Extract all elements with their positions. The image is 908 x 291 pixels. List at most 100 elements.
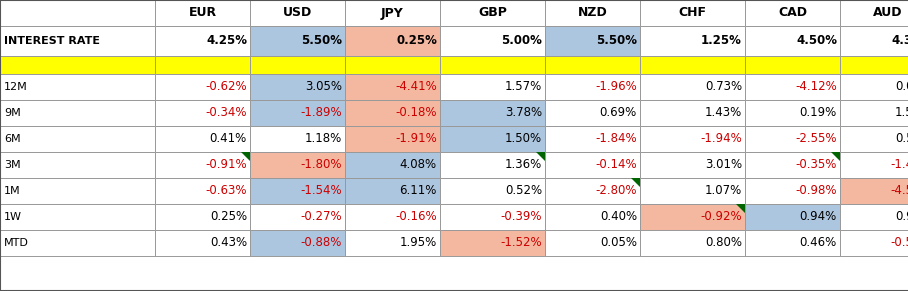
Polygon shape [631, 178, 640, 187]
Text: 0.06%: 0.06% [895, 81, 908, 93]
Text: CAD: CAD [778, 6, 807, 19]
Bar [0, 26, 155, 56]
Bar [250, 152, 345, 178]
Bar [0, 204, 155, 230]
Bar [640, 126, 745, 152]
Text: -1.84%: -1.84% [596, 132, 637, 146]
Bar [345, 178, 440, 204]
Bar [640, 74, 745, 100]
Bar [545, 0, 640, 26]
Bar [345, 56, 440, 74]
Text: -1.94%: -1.94% [700, 132, 742, 146]
Bar [840, 74, 908, 100]
Text: 3.01%: 3.01% [705, 159, 742, 171]
Text: 0.73%: 0.73% [705, 81, 742, 93]
Text: -0.14%: -0.14% [596, 159, 637, 171]
Bar [545, 178, 640, 204]
Bar [345, 204, 440, 230]
Bar [250, 74, 345, 100]
Text: 0.80%: 0.80% [705, 237, 742, 249]
Text: 0.40%: 0.40% [600, 210, 637, 223]
Text: -4.12%: -4.12% [795, 81, 837, 93]
Bar [345, 100, 440, 126]
Bar [440, 230, 545, 256]
Bar [745, 0, 840, 26]
Bar [0, 126, 155, 152]
Bar [745, 56, 840, 74]
Bar [640, 56, 745, 74]
Bar [840, 126, 908, 152]
Text: AUD: AUD [873, 6, 903, 19]
Bar [250, 100, 345, 126]
Text: -0.34%: -0.34% [205, 107, 247, 120]
Text: USD: USD [283, 6, 312, 19]
Bar [440, 26, 545, 56]
Bar [545, 204, 640, 230]
Bar [0, 178, 155, 204]
Bar [640, 178, 745, 204]
Text: 3.78%: 3.78% [505, 107, 542, 120]
Text: -0.35%: -0.35% [795, 159, 837, 171]
Bar [440, 178, 545, 204]
Text: -4.53%: -4.53% [891, 184, 908, 198]
Text: 4.25%: 4.25% [206, 35, 247, 47]
Text: -1.52%: -1.52% [500, 237, 542, 249]
Bar [0, 152, 155, 178]
Text: -0.18%: -0.18% [396, 107, 437, 120]
Text: -0.92%: -0.92% [700, 210, 742, 223]
Text: 0.43%: 0.43% [210, 237, 247, 249]
Bar [345, 126, 440, 152]
Text: -2.80%: -2.80% [596, 184, 637, 198]
Text: MTD: MTD [4, 238, 29, 248]
Text: 4.50%: 4.50% [796, 35, 837, 47]
Bar [840, 56, 908, 74]
Bar [840, 230, 908, 256]
Bar [345, 152, 440, 178]
Bar [345, 26, 440, 56]
Text: CHF: CHF [678, 6, 706, 19]
Bar [250, 230, 345, 256]
Bar [155, 0, 250, 26]
Bar [745, 178, 840, 204]
Text: 0.92%: 0.92% [894, 210, 908, 223]
Bar [250, 204, 345, 230]
Bar [440, 204, 545, 230]
Bar [0, 0, 155, 26]
Text: NZD: NZD [577, 6, 607, 19]
Text: 0.52%: 0.52% [895, 132, 908, 146]
Bar [840, 26, 908, 56]
Bar [640, 0, 745, 26]
Text: -0.88%: -0.88% [301, 237, 342, 249]
Bar [345, 230, 440, 256]
Bar [745, 26, 840, 56]
Bar [640, 230, 745, 256]
Text: 1.07%: 1.07% [705, 184, 742, 198]
Bar [250, 0, 345, 26]
Bar [155, 56, 250, 74]
Bar [840, 100, 908, 126]
Bar [250, 126, 345, 152]
Bar [545, 152, 640, 178]
Bar [155, 100, 250, 126]
Bar [250, 56, 345, 74]
Bar [345, 74, 440, 100]
Text: 6M: 6M [4, 134, 21, 144]
Text: 0.41%: 0.41% [210, 132, 247, 146]
Text: 1.52%: 1.52% [894, 107, 908, 120]
Text: 6.11%: 6.11% [400, 184, 437, 198]
Text: 4.08%: 4.08% [400, 159, 437, 171]
Bar [640, 204, 745, 230]
Polygon shape [241, 152, 250, 161]
Bar [545, 230, 640, 256]
Text: -0.16%: -0.16% [395, 210, 437, 223]
Bar [640, 100, 745, 126]
Text: 0.46%: 0.46% [800, 237, 837, 249]
Text: GBP: GBP [479, 6, 507, 19]
Bar [155, 126, 250, 152]
Bar [155, 152, 250, 178]
Bar [440, 0, 545, 26]
Text: EUR: EUR [189, 6, 217, 19]
Text: 1.43%: 1.43% [705, 107, 742, 120]
Text: 3M: 3M [4, 160, 21, 170]
Text: -1.91%: -1.91% [395, 132, 437, 146]
